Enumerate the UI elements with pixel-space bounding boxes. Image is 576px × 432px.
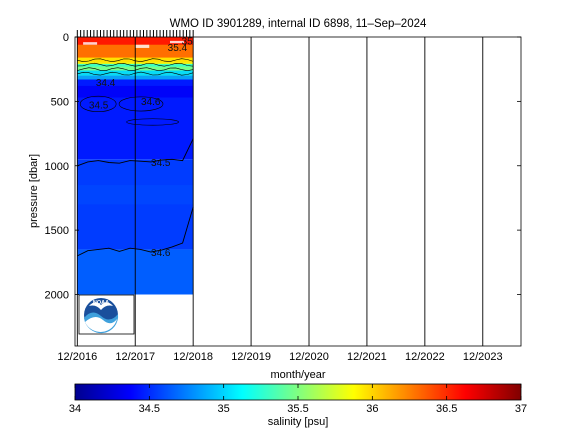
surface-patch	[169, 40, 184, 44]
colorbar-tick-label: 34.5	[139, 403, 160, 415]
x-tick-label: 12/2021	[347, 351, 387, 363]
colorbar-tick-label: 37	[515, 403, 527, 415]
x-tick-label: 12/2023	[463, 351, 503, 363]
x-tick-label: 12/2017	[115, 351, 155, 363]
profile-markers	[76, 30, 194, 37]
contour-label: 34.4	[96, 78, 116, 89]
x-tick-label: 12/2022	[405, 351, 445, 363]
x-tick-label: 12/2019	[231, 351, 271, 363]
contour-label: 34.6	[151, 248, 171, 259]
y-tick-label: 1000	[45, 161, 69, 173]
contour-loop	[79, 95, 117, 112]
y-tick-label: 1500	[45, 225, 69, 237]
contour-loop	[118, 96, 164, 112]
chart-title: WMO ID 3901289, internal ID 6898, 11–Sep…	[170, 18, 427, 30]
contour-label: 35.4	[168, 43, 188, 54]
y-tick-label: 0	[63, 32, 69, 44]
plot-frame	[74, 36, 522, 347]
contour-label: 34.5	[151, 158, 171, 169]
y-axis: 0 500 1000 1500 2000	[45, 32, 521, 302]
x-tick-label: 12/2020	[289, 351, 329, 363]
surface-patch	[83, 42, 98, 45]
contour-loop	[126, 118, 179, 126]
y-tick-label: 2000	[45, 290, 69, 302]
colorbar-tick-label: 35.5	[287, 403, 308, 415]
vertical-grid	[76, 37, 484, 346]
y-axis-label: pressure [dbar]	[28, 154, 40, 228]
colorbar-tick-label: 35	[218, 403, 230, 415]
logo-text: NOAA	[93, 300, 109, 306]
contour-label: 34.5	[89, 100, 109, 111]
colorbar-tick-label: 36.5	[436, 403, 457, 415]
y-tick-label: 500	[51, 96, 69, 108]
x-axis: 12/2016 12/2017 12/2018 12/2019 12/2020 12/20…	[57, 351, 502, 363]
colorbar-label: salinity [psu]	[268, 416, 329, 428]
contour-label: 34.6	[141, 97, 161, 108]
x-tick-label: 12/2018	[173, 351, 213, 363]
surface-patch	[135, 44, 150, 48]
colorbar: 34 34.5 35 35.5 36 36.5 37 salinity [psu]	[69, 383, 527, 428]
gull-icon	[89, 302, 113, 310]
contour-label: 35	[182, 37, 194, 48]
colorbar-ticks: 34 34.5 35 35.5 36 36.5 37	[69, 384, 527, 415]
noaa-logo: NOAA	[78, 294, 135, 335]
colorbar-tick-label: 34	[69, 403, 81, 415]
x-axis-label: month/year	[270, 369, 325, 381]
colorbar-tick-label: 36	[366, 403, 378, 415]
x-tick-label: 12/2016	[57, 351, 97, 363]
